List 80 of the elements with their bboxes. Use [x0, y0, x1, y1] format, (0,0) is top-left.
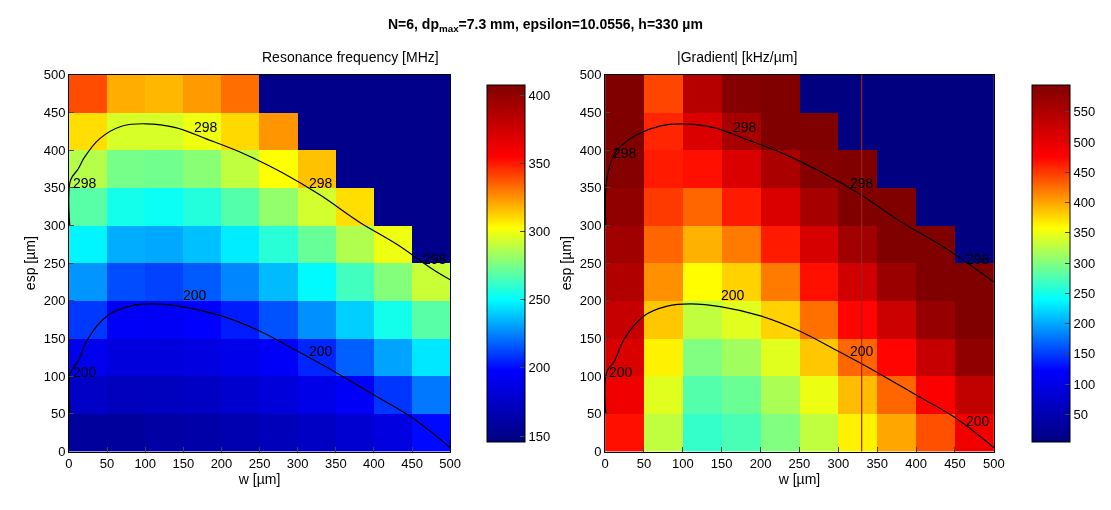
annotation: 200 [966, 413, 990, 429]
color-bar-label: 450 [1073, 164, 1096, 180]
y-tick-label: 100 [43, 368, 66, 384]
x-tick-label: 400 [905, 456, 927, 472]
annotation: 298 [733, 119, 757, 135]
annotation: 200 [73, 364, 97, 380]
annotation: 200 [721, 287, 745, 303]
color-bar-label: 50 [1073, 406, 1089, 422]
color-bar-label: 400 [1073, 195, 1096, 211]
color-bar-label: 500 [1073, 134, 1096, 150]
x-tick-label: 400 [363, 456, 385, 472]
y-tick-label: 400 [579, 142, 602, 158]
x-tick-label: 150 [710, 456, 733, 472]
y-tick-label: 200 [43, 293, 66, 309]
y-tick-label: 450 [43, 105, 66, 121]
annotation: 298 [423, 251, 447, 267]
y-tick-label: 0 [594, 444, 602, 460]
y-tick-label: 150 [579, 331, 602, 347]
annotation: 298 [309, 175, 333, 191]
x-axis-title: w [µm] [237, 471, 281, 488]
annotation: 200 [309, 343, 333, 359]
color-bar-label: 300 [1073, 255, 1096, 271]
color-bar-label: 300 [528, 224, 551, 240]
color-bar-label: 400 [528, 87, 551, 103]
x-tick-label: 250 [248, 456, 271, 472]
color-bar-label: 350 [528, 156, 551, 172]
color-bar-label: 550 [1073, 104, 1096, 120]
y-tick-label: 500 [579, 67, 602, 83]
annotation: 200 [609, 364, 633, 380]
y-axis-title: esp [µm] [558, 236, 575, 291]
x-tick-label: 150 [172, 456, 195, 472]
x-tick-label: 100 [134, 456, 157, 472]
color-bar-label: 250 [1073, 285, 1096, 301]
text: N=6, dp$_{max}$=7.3 mm, epsilon=10.0556, h=330 µm [388, 16, 703, 34]
x-tick-label: 250 [788, 456, 811, 472]
y-tick-label: 200 [579, 293, 602, 309]
y-tick-label: 500 [43, 67, 66, 83]
y-tick-label: 350 [579, 180, 602, 196]
annotation: 298 [194, 119, 218, 135]
y-tick-label: 350 [43, 180, 66, 196]
color-bar-label: 150 [1073, 346, 1096, 362]
x-axis-title: w [µm] [777, 471, 821, 488]
annotation: 200 [183, 287, 207, 303]
color-bar-label: 200 [528, 360, 551, 376]
y-tick-label: 100 [579, 368, 602, 384]
x-tick-label: 100 [671, 456, 694, 472]
x-tick-label: 200 [210, 456, 233, 472]
x-tick-label: 300 [827, 456, 850, 472]
y-tick-label: 50 [50, 406, 66, 422]
y-tick-label: 300 [43, 218, 66, 234]
color-bar-label: 200 [1073, 316, 1096, 332]
x-tick-label: 350 [324, 456, 347, 472]
annotation: 200 [850, 343, 874, 359]
x-tick-label: 500 [439, 456, 462, 472]
x-tick-label: 50 [99, 456, 115, 472]
color-bar-label: 350 [1073, 225, 1096, 241]
y-tick-label: 0 [58, 444, 66, 460]
y-axis-title: esp [µm] [22, 236, 39, 291]
annotation: 298 [966, 251, 990, 267]
color-bar-label: 250 [528, 292, 551, 308]
x-tick-label: 450 [401, 456, 423, 472]
y-tick-label: 250 [579, 255, 602, 271]
x-tick-label: 500 [983, 456, 1005, 472]
annotation: 298 [850, 175, 874, 191]
color-bar-label: 150 [528, 428, 551, 444]
y-tick-label: 50 [587, 406, 602, 422]
x-tick-label: 200 [749, 456, 772, 472]
x-tick-label: 50 [636, 456, 652, 472]
chart-title: |Gradient| [kHz/µm] [677, 49, 798, 65]
x-tick-label: 350 [866, 456, 889, 472]
x-tick-label: 450 [944, 456, 966, 472]
y-tick-label: 450 [579, 105, 602, 121]
y-tick-label: 400 [43, 142, 66, 158]
y-tick-label: 150 [43, 331, 66, 347]
y-tick-label: 250 [43, 255, 66, 271]
color-bar-label: 100 [1073, 376, 1096, 392]
chart-title: Resonance frequency [MHz] [262, 49, 439, 65]
x-tick-label: 300 [286, 456, 309, 472]
annotation: 298 [73, 175, 97, 191]
y-tick-label: 300 [579, 218, 602, 234]
